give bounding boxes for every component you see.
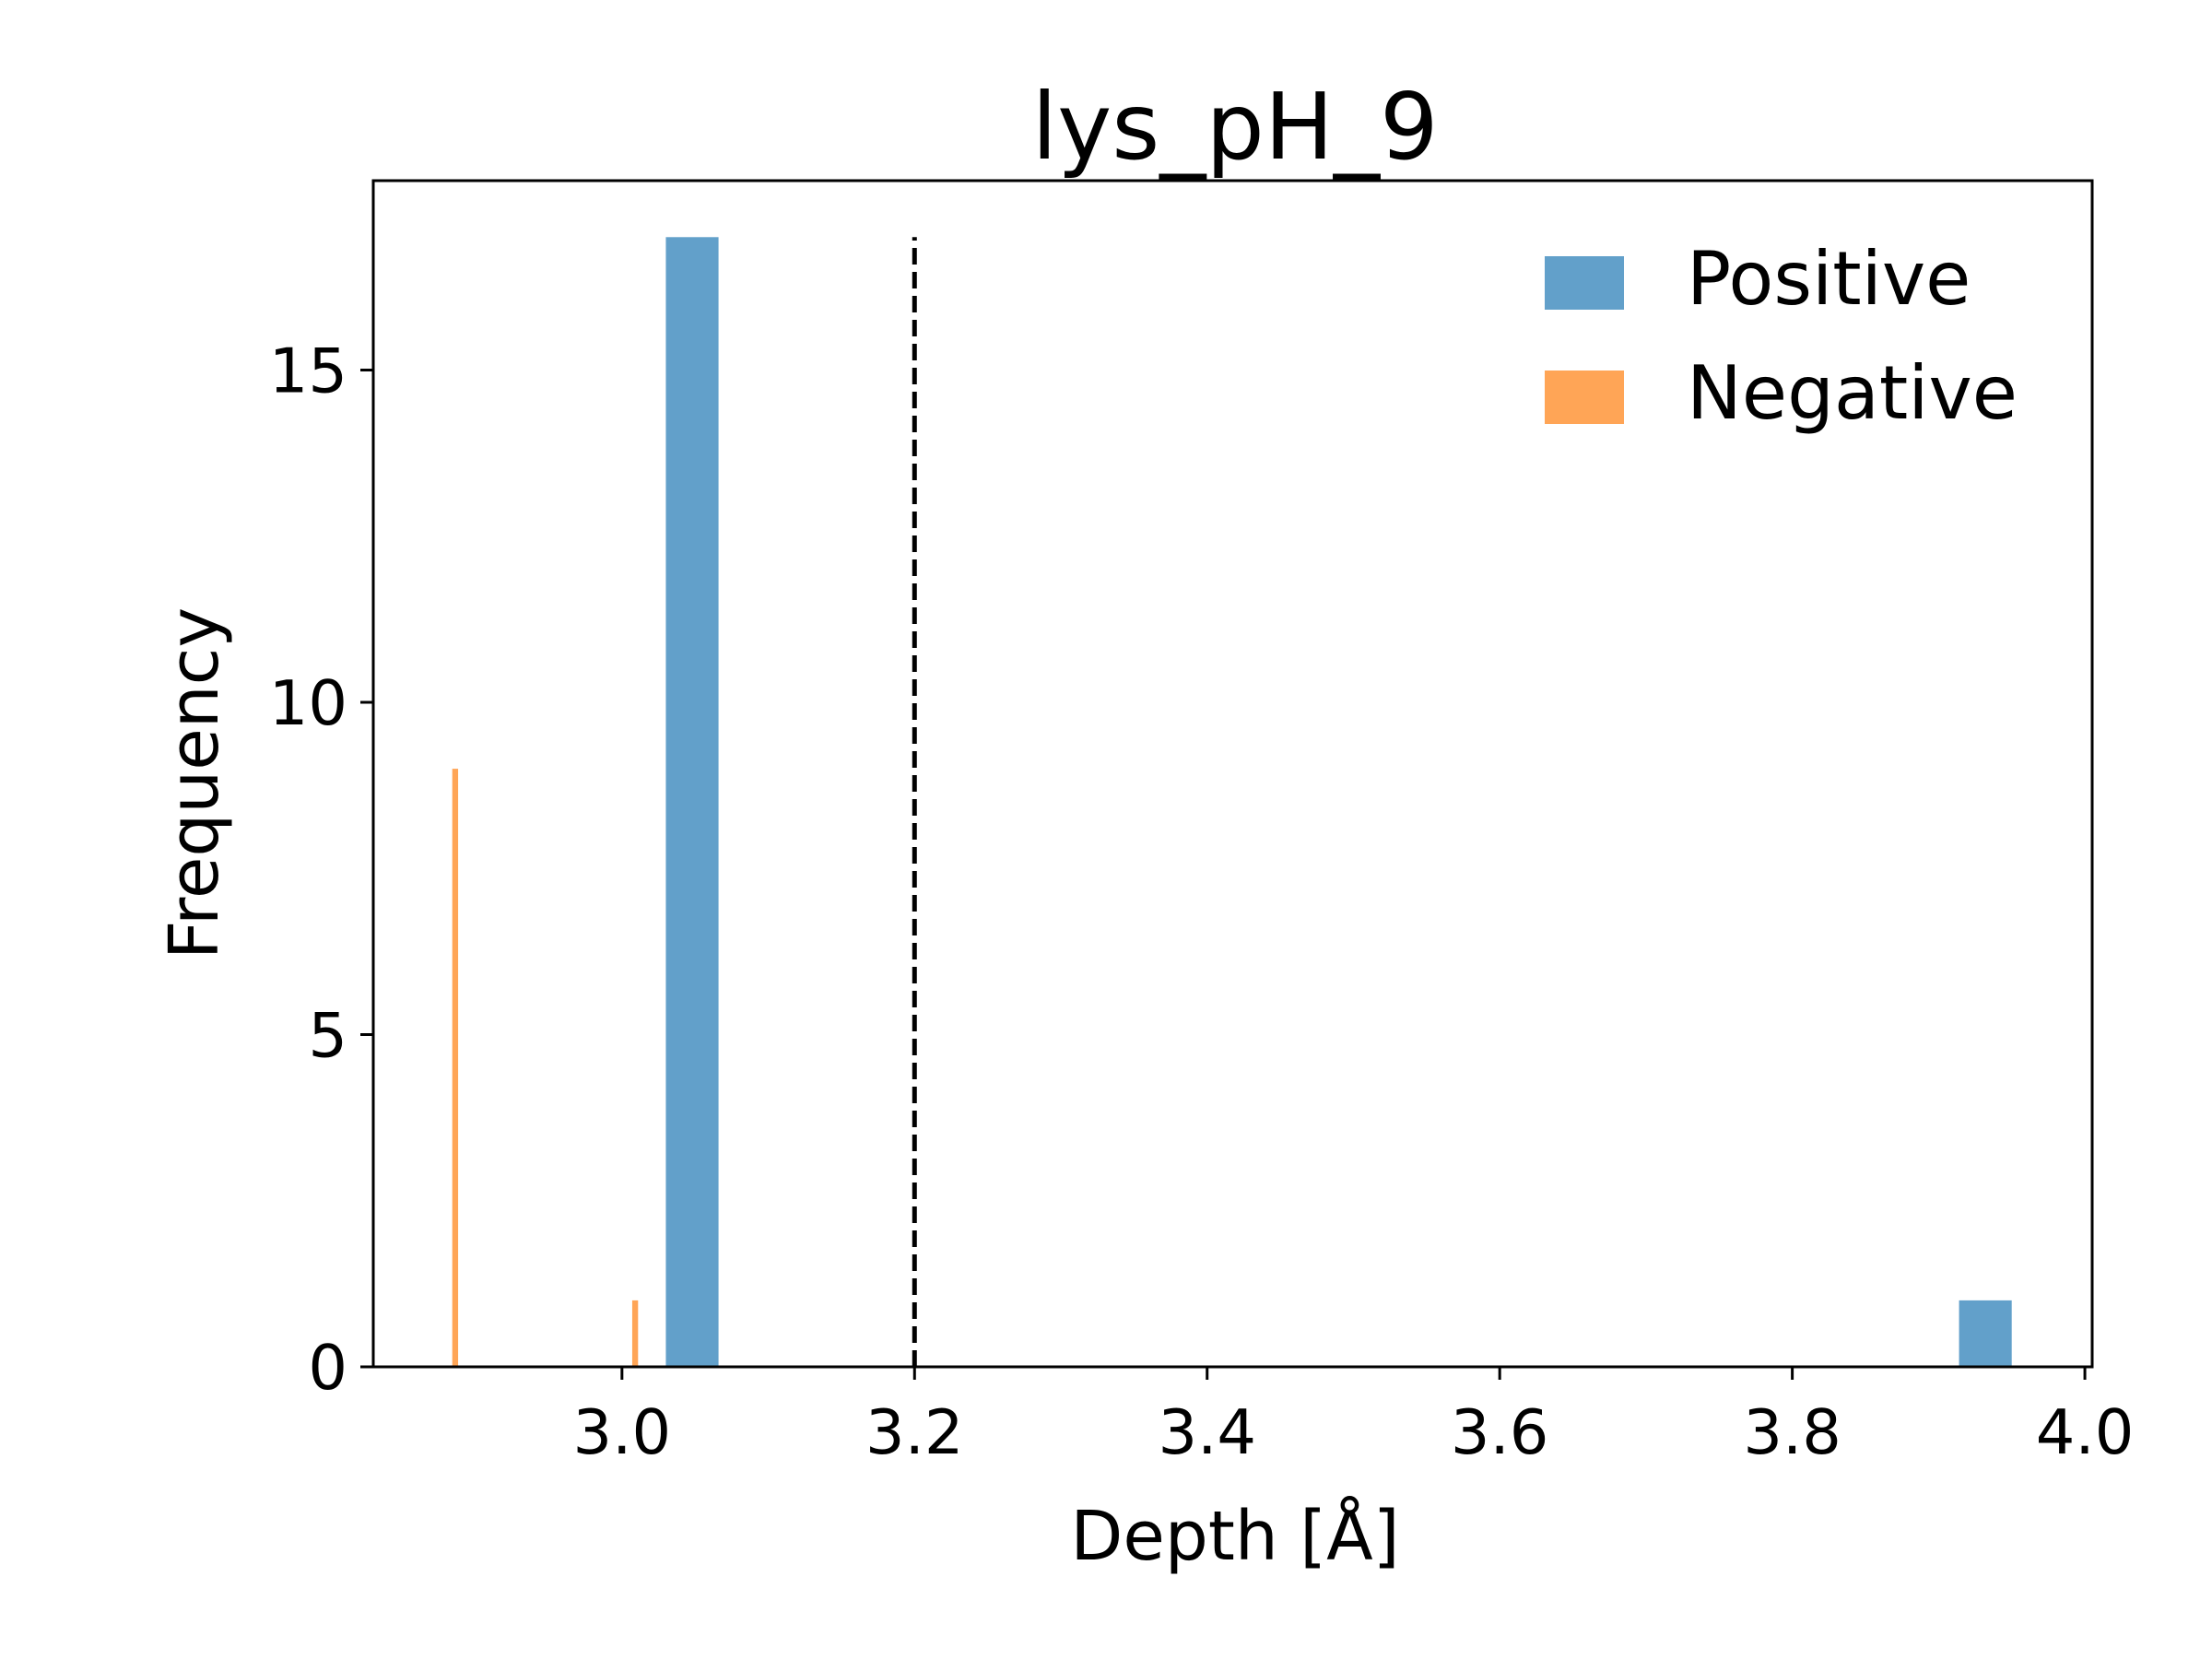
x-axis: 3.0 3.2 3.4 3.6 3.8 4.0: [573, 1367, 2135, 1468]
bar-negative-1: [631, 1300, 639, 1367]
x-tick-label: 3.8: [1743, 1396, 1841, 1468]
y-axis-label: Frequency: [155, 607, 234, 959]
x-tick-label: 4.0: [2036, 1396, 2135, 1468]
y-tick-label: 10: [269, 667, 347, 739]
bar-negative-0: [452, 769, 459, 1367]
y-tick-label: 5: [308, 999, 347, 1071]
y-axis: 0 5 10 15: [269, 335, 373, 1404]
plot-frame: [371, 179, 2094, 1369]
x-tick-label: 3.0: [573, 1396, 672, 1468]
bar-positive-0: [665, 237, 719, 1368]
y-tick-label: 15: [269, 335, 347, 406]
bar-positive-1: [1959, 1300, 2012, 1367]
legend-label-positive: Positive: [1687, 236, 1971, 322]
x-tick-label: 3.6: [1451, 1396, 1549, 1468]
y-tick-label: 0: [308, 1332, 347, 1404]
chart-title: lys_pH_9: [1031, 73, 1438, 181]
x-axis-label: Depth [Å]: [1070, 1495, 1399, 1576]
bars-layer: [452, 237, 2012, 1368]
legend-label-negative: Negative: [1687, 350, 2018, 436]
x-tick-label: 3.2: [865, 1396, 964, 1468]
legend: Positive Negative: [1545, 236, 2018, 436]
legend-swatch-positive: [1545, 256, 1624, 310]
x-tick-label: 3.4: [1158, 1396, 1256, 1468]
legend-swatch-negative: [1545, 371, 1624, 424]
